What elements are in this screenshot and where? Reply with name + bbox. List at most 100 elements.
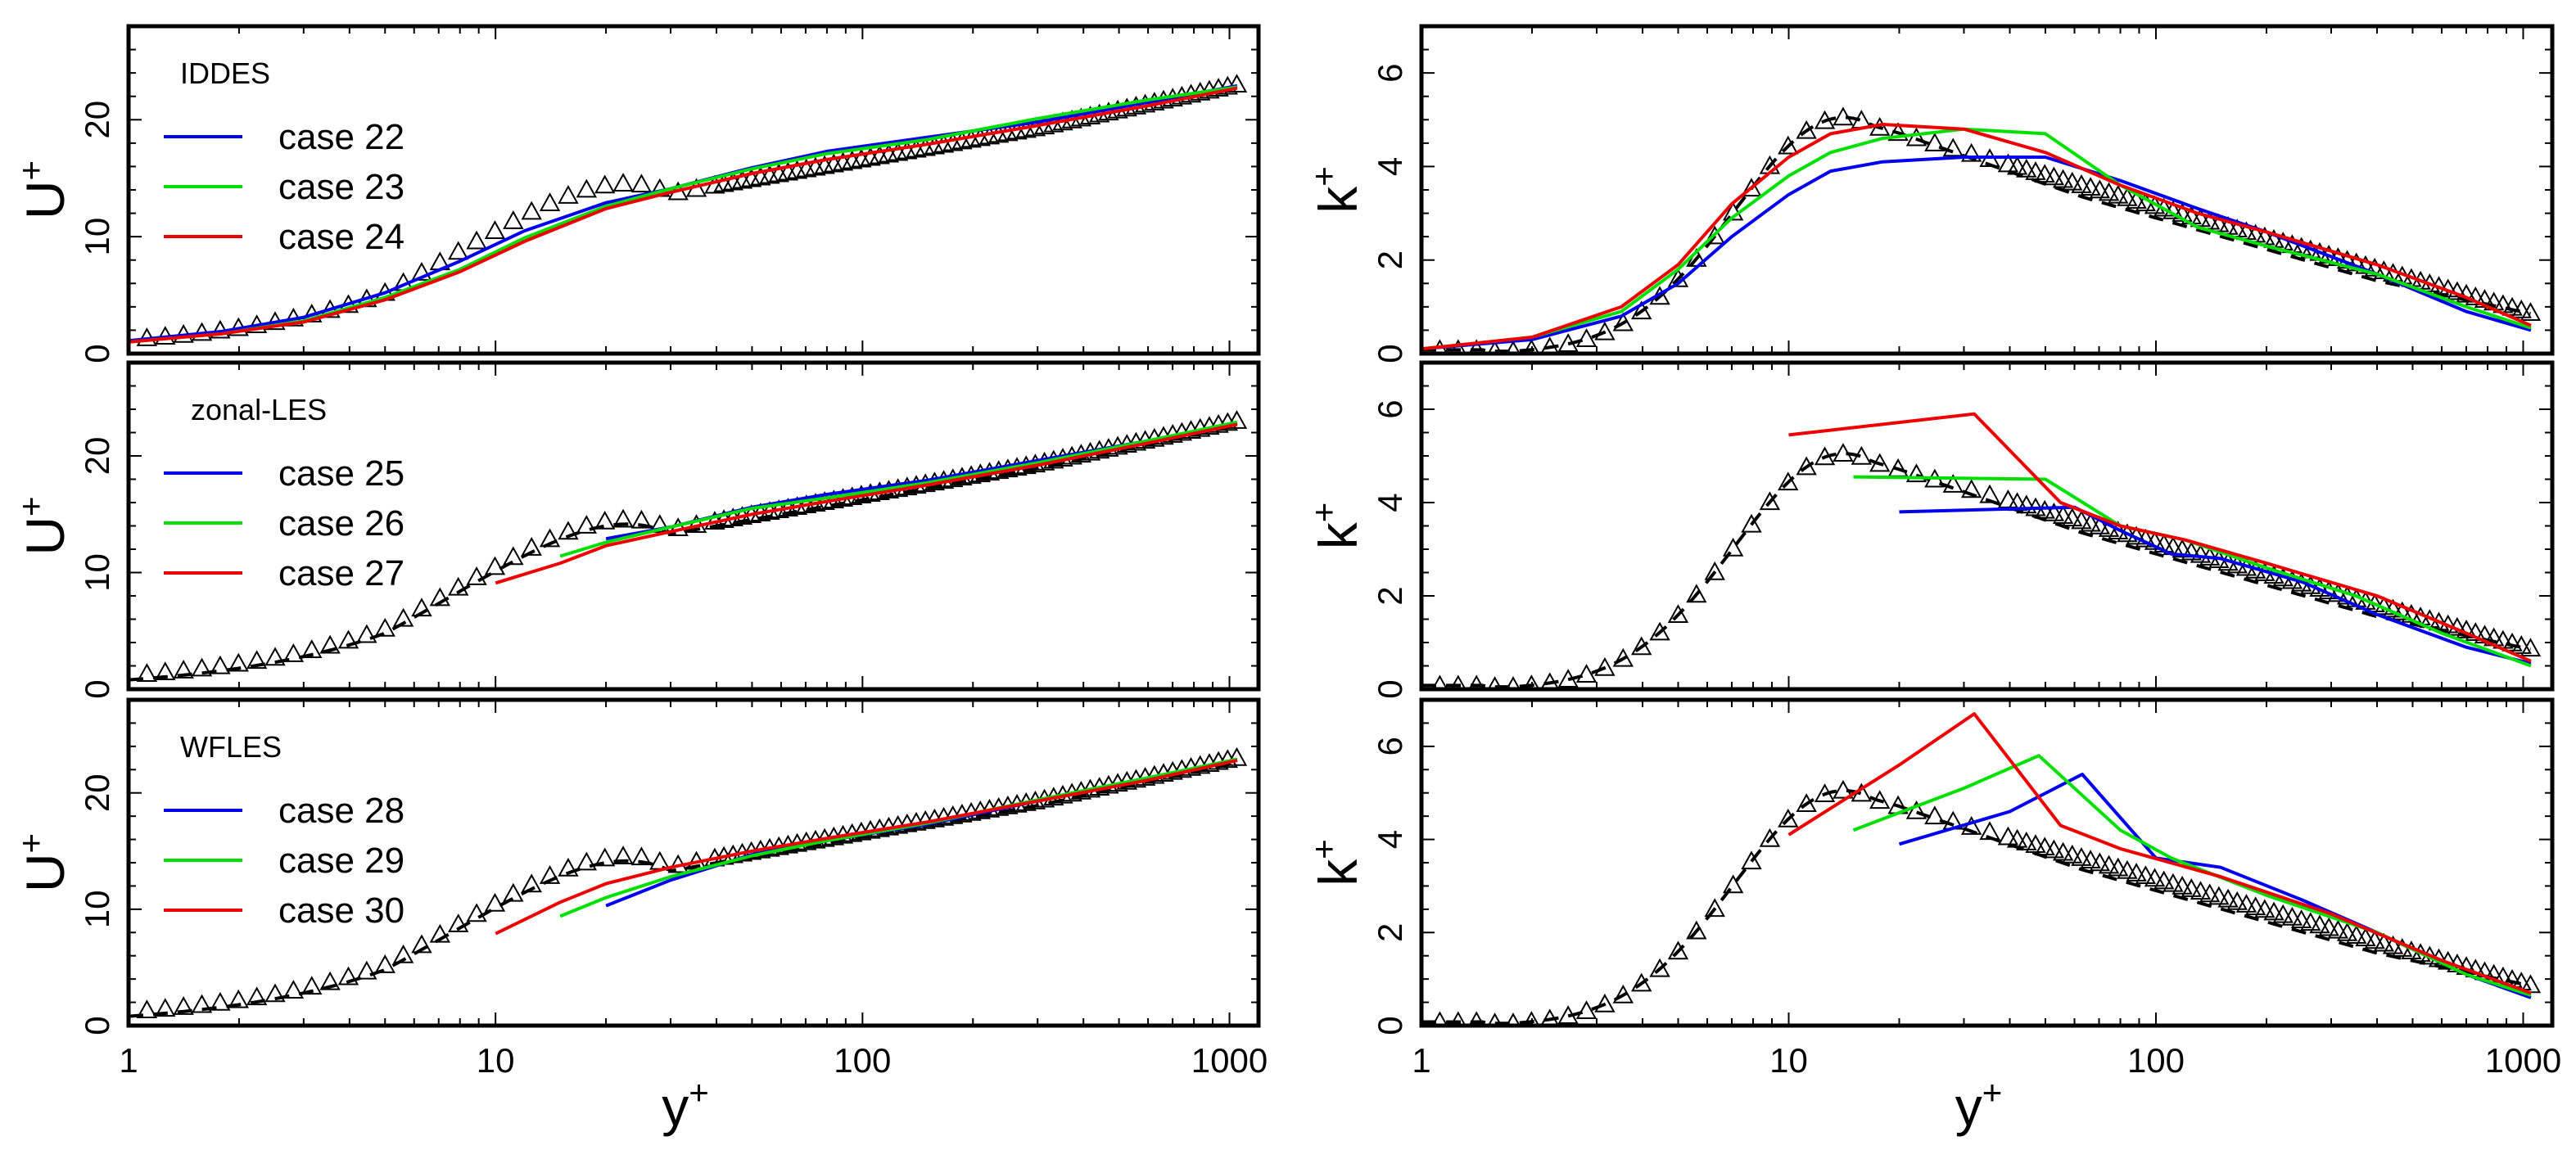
y-tick-label: 0 — [78, 679, 116, 698]
reference-marker — [1487, 676, 1503, 689]
reference-marker — [2336, 922, 2358, 941]
legend: case 25 case 26 case 27 — [164, 453, 404, 593]
reference-marker — [2071, 847, 2092, 866]
reference-marker — [1960, 479, 1982, 498]
reference-marker — [2510, 299, 2532, 318]
reference-marker — [576, 515, 598, 534]
x-axis-title-main: y — [662, 1076, 689, 1137]
series-line-case-26 — [559, 420, 1238, 558]
reference-marker — [2181, 541, 2202, 561]
reference-marker — [2235, 894, 2257, 913]
reference-marker — [155, 661, 176, 681]
reference-marker — [2244, 896, 2266, 916]
panel-frame — [1419, 697, 2555, 1028]
y-tick-label: 0 — [1371, 679, 1409, 698]
reference-marker — [2300, 912, 2321, 931]
y-axis-title: U+ — [11, 833, 75, 892]
reference-marker — [1686, 584, 1707, 603]
y-tick-label: 0 — [1371, 344, 1409, 363]
reference-marker — [2456, 283, 2477, 303]
reference-marker — [411, 261, 432, 281]
x-tick-label: 1000 — [2485, 1041, 2561, 1080]
reference-marker — [2217, 888, 2239, 908]
panel-frame — [126, 360, 1261, 692]
reference-marker — [1557, 669, 1579, 688]
reference-marker — [1905, 800, 1927, 819]
reference-marker — [2172, 203, 2193, 222]
reference-marker — [411, 934, 432, 954]
reference-marker — [484, 556, 506, 575]
reference-marker — [1667, 604, 1689, 623]
reference-marker — [1686, 920, 1707, 940]
series-line-case-24 — [129, 86, 1238, 344]
plot-area — [129, 74, 1248, 346]
x-tick-label: 100 — [2127, 1041, 2185, 1080]
reference-marker — [1649, 621, 1670, 641]
series-line-case-26 — [1853, 475, 2532, 668]
y-axis-title-sup: + — [1304, 166, 1343, 187]
reference-marker — [2089, 515, 2111, 534]
reference-marker — [1487, 340, 1503, 354]
x-axis-title-main: y — [1955, 1076, 1982, 1137]
reference-marker — [319, 971, 341, 990]
reference-marker — [2501, 632, 2523, 652]
reference-marker — [2108, 857, 2129, 877]
x-tick-label: 10 — [477, 1041, 515, 1080]
reference-marker — [2126, 190, 2147, 209]
reference-marker — [1523, 1011, 1540, 1026]
reference-marker — [2199, 883, 2221, 903]
reference-marker — [558, 184, 579, 204]
reference-marker — [356, 624, 377, 643]
reference-marker — [1924, 132, 1946, 151]
y-tick-label: 4 — [1371, 157, 1409, 176]
reference-marker — [1612, 984, 1634, 1003]
reference-marker — [1612, 312, 1634, 331]
reference-marker — [1924, 805, 1946, 825]
reference-marker — [2162, 873, 2184, 892]
reference-marker — [2510, 635, 2532, 654]
reference-marker — [2016, 158, 2037, 178]
reference-marker — [448, 576, 469, 596]
reference-marker — [2016, 831, 2037, 850]
reference-marker — [521, 201, 542, 220]
reference-marker — [191, 657, 213, 677]
reference-marker — [1557, 1005, 1579, 1025]
reference-marker — [2098, 182, 2120, 201]
reference-marker — [173, 996, 194, 1015]
reference-marker — [1722, 201, 1744, 221]
reference-marker — [1557, 333, 1579, 352]
reference-marker — [2089, 179, 2111, 199]
reference-marker — [319, 634, 341, 654]
y-axis-title: U+ — [11, 160, 75, 219]
reference-marker — [1450, 674, 1467, 689]
series-line-case-24 — [1421, 123, 2532, 351]
legend-entry: case 25 — [278, 453, 404, 494]
x-axis-title: y+ — [1955, 1073, 2003, 1137]
series-line-case-29 — [1852, 754, 2532, 997]
reference-marker — [1506, 1012, 1521, 1026]
reference-marker — [392, 944, 414, 963]
reference-marker — [2456, 619, 2477, 638]
reference-marker — [1722, 537, 1744, 557]
panel-frame — [1419, 360, 2555, 692]
reference-marker — [1450, 1011, 1467, 1026]
y-axis-title-sup: + — [11, 833, 50, 854]
x-ticks — [1421, 26, 2524, 354]
y-tick-label: 0 — [78, 344, 116, 363]
reference-marker — [2355, 927, 2376, 947]
reference-marker — [1630, 636, 1652, 656]
reference-marker — [2108, 184, 2129, 204]
reference-marker — [1887, 122, 1909, 142]
y-axis-title-sup: + — [1304, 503, 1343, 523]
y-axis-title: U+ — [11, 496, 75, 555]
reference-marker — [2190, 881, 2212, 900]
y-tick-label: 10 — [78, 218, 116, 256]
reference-marker — [1487, 1012, 1503, 1026]
reference-marker — [2080, 850, 2101, 869]
x-axis-title: y+ — [662, 1073, 709, 1137]
y-axis-title-main: U — [15, 516, 75, 556]
